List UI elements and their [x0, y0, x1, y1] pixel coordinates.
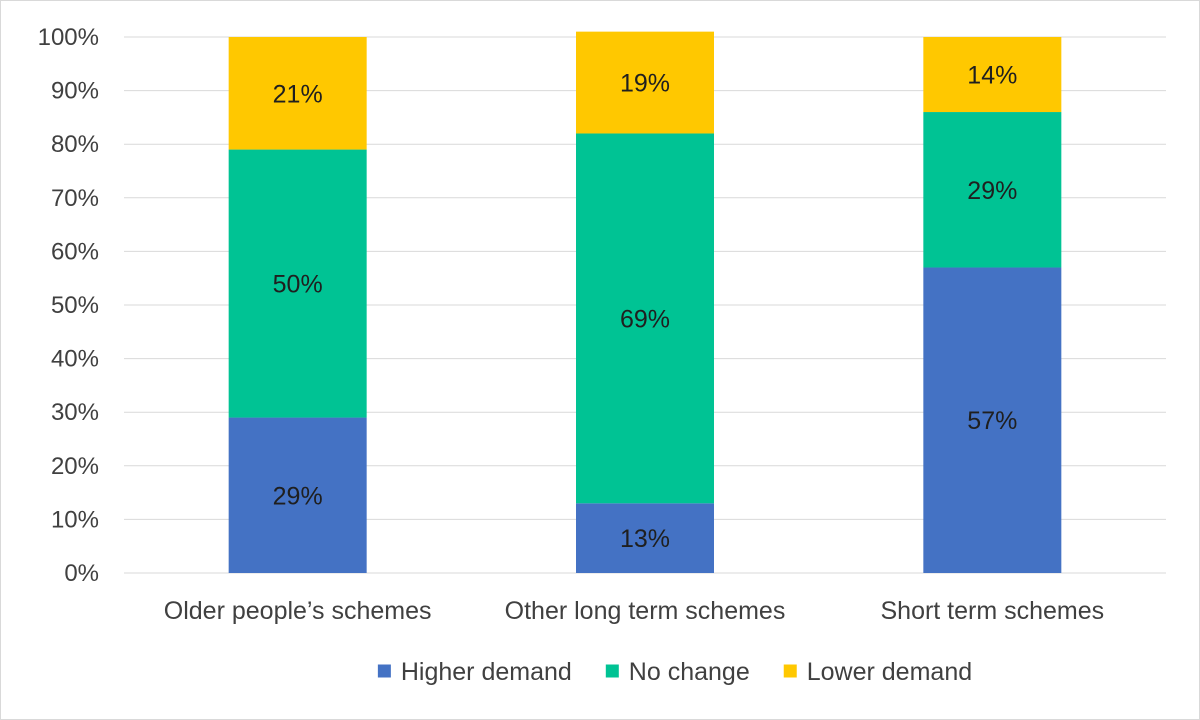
bar-segment [923, 37, 1062, 113]
legend-label: No change [629, 658, 750, 686]
y-tick-label: 20% [51, 453, 99, 480]
bar-segment [228, 37, 367, 150]
legend-label: Lower demand [807, 658, 972, 686]
y-tick-label: 30% [51, 399, 99, 426]
bar-segment [576, 503, 714, 573]
legend-label: Higher demand [401, 658, 572, 686]
data-label: 29% [273, 482, 323, 510]
category-label: Older people’s schemes [164, 597, 432, 625]
data-label: 14% [967, 62, 1017, 90]
x-axis-category-labels: Older people’s schemes Other long term sc… [164, 597, 1104, 625]
legend-swatch [377, 664, 391, 678]
data-label: 69% [620, 305, 670, 333]
y-tick-label: 40% [51, 346, 99, 373]
legend-item: No change [605, 658, 750, 686]
bar-segment [228, 417, 367, 573]
legend-swatch [783, 664, 797, 678]
data-label: 13% [620, 525, 670, 553]
legend-swatch [605, 664, 619, 678]
y-tick-label: 80% [51, 131, 99, 158]
bar-segment [576, 133, 714, 504]
data-labels: 29% 50% 21% 13% 69% 19% 57% 29% 14% [273, 62, 1018, 554]
data-label: 57% [967, 407, 1017, 435]
bar-segment [576, 31, 714, 134]
legend-item: Higher demand [377, 658, 572, 686]
bar-segment [923, 112, 1062, 268]
bars [228, 31, 1062, 573]
data-label: 19% [620, 70, 670, 98]
y-tick-label: 100% [38, 24, 99, 51]
y-tick-label: 10% [51, 506, 99, 533]
data-label: 50% [273, 271, 323, 299]
y-tick-label: 60% [51, 238, 99, 265]
data-label: 29% [967, 177, 1017, 205]
category-label: Short term schemes [880, 597, 1104, 625]
y-tick-label: 0% [64, 560, 99, 587]
y-tick-label: 90% [51, 78, 99, 105]
legend: Higher demand No change Lower demand [377, 658, 972, 686]
category-label: Other long term schemes [505, 597, 786, 625]
y-axis-tick-labels: 0% 10% 20% 30% 40% 50% 60% 70% 80% 90% 100% [38, 24, 99, 587]
bar-segment [228, 149, 367, 418]
legend-item: Lower demand [783, 658, 972, 686]
data-label: 21% [273, 80, 323, 108]
y-tick-label: 70% [51, 185, 99, 212]
y-tick-label: 50% [51, 292, 99, 319]
bar-segment [923, 267, 1062, 573]
